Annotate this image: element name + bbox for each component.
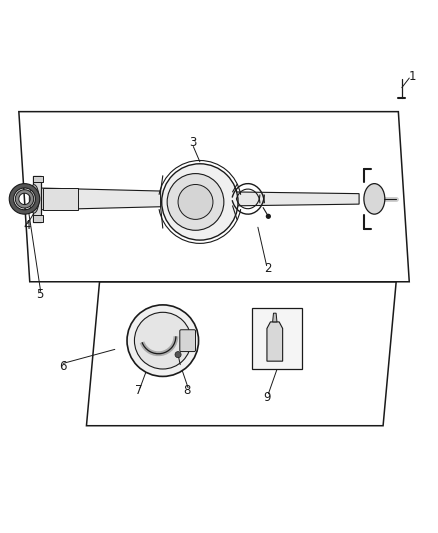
Circle shape xyxy=(175,352,181,358)
Text: 9: 9 xyxy=(263,391,271,404)
Text: 8: 8 xyxy=(183,384,190,397)
Polygon shape xyxy=(232,192,358,206)
Ellipse shape xyxy=(167,174,223,230)
FancyBboxPatch shape xyxy=(180,330,195,352)
Polygon shape xyxy=(266,322,282,361)
Text: 2: 2 xyxy=(263,262,271,275)
Polygon shape xyxy=(43,188,78,210)
Text: 5: 5 xyxy=(36,288,43,301)
Polygon shape xyxy=(33,176,41,222)
Text: 6: 6 xyxy=(59,360,66,373)
Text: 3: 3 xyxy=(189,136,197,149)
Polygon shape xyxy=(272,313,276,322)
Ellipse shape xyxy=(29,185,39,213)
Text: 1: 1 xyxy=(408,70,415,83)
Circle shape xyxy=(265,214,270,219)
Ellipse shape xyxy=(363,183,384,214)
Polygon shape xyxy=(252,308,302,369)
Polygon shape xyxy=(39,188,160,210)
Polygon shape xyxy=(33,176,43,182)
Circle shape xyxy=(134,312,191,369)
Ellipse shape xyxy=(161,164,237,240)
Text: 7: 7 xyxy=(135,384,142,397)
Circle shape xyxy=(127,305,198,376)
Polygon shape xyxy=(33,215,43,222)
Text: 4: 4 xyxy=(23,219,30,231)
Circle shape xyxy=(178,184,212,220)
